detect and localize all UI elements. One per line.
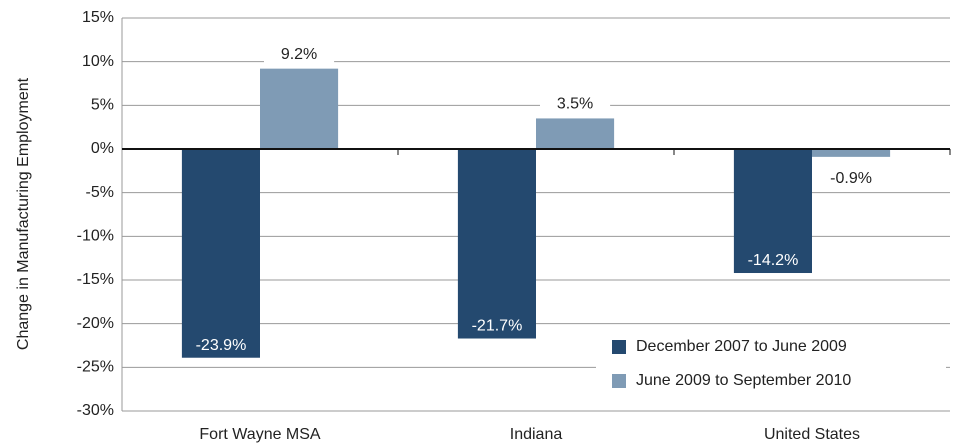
bar	[457, 149, 536, 339]
value-label: 3.5%	[557, 96, 593, 113]
y-tick-label: 15%	[82, 9, 114, 26]
x-tick-label: Fort Wayne MSA	[199, 426, 321, 443]
bar	[536, 118, 615, 149]
x-tick-label: United States	[764, 426, 860, 443]
legend-swatch	[612, 340, 626, 354]
value-label-bg	[264, 44, 335, 65]
y-tick-label: -20%	[77, 315, 114, 332]
bar	[733, 149, 812, 274]
legend-label: June 2009 to September 2010	[636, 372, 851, 389]
bar	[181, 149, 260, 358]
value-label-bg	[540, 94, 611, 115]
y-tick-label: 0%	[91, 140, 114, 157]
legend-swatch	[612, 374, 626, 388]
y-tick-label: 10%	[82, 53, 114, 70]
legend-box	[596, 327, 946, 403]
y-axis-label: Change in Manufacturing Employment	[15, 77, 32, 350]
y-tick-label: -25%	[77, 359, 114, 376]
value-label: 9.2%	[281, 46, 317, 63]
value-label: -21.7%	[472, 318, 523, 335]
value-label-bg	[816, 168, 887, 189]
legend-label: December 2007 to June 2009	[636, 338, 847, 355]
y-tick-label: -5%	[86, 184, 114, 201]
bar	[812, 149, 891, 157]
bar	[260, 68, 339, 149]
y-tick-label: 5%	[91, 97, 114, 114]
x-tick-label: Indiana	[510, 426, 563, 443]
y-tick-label: -10%	[77, 228, 114, 245]
value-label: -23.9%	[196, 337, 247, 354]
value-label: -14.2%	[748, 252, 799, 269]
y-tick-label: -15%	[77, 271, 114, 288]
value-label: -0.9%	[830, 170, 872, 187]
y-tick-label: -30%	[77, 402, 114, 419]
